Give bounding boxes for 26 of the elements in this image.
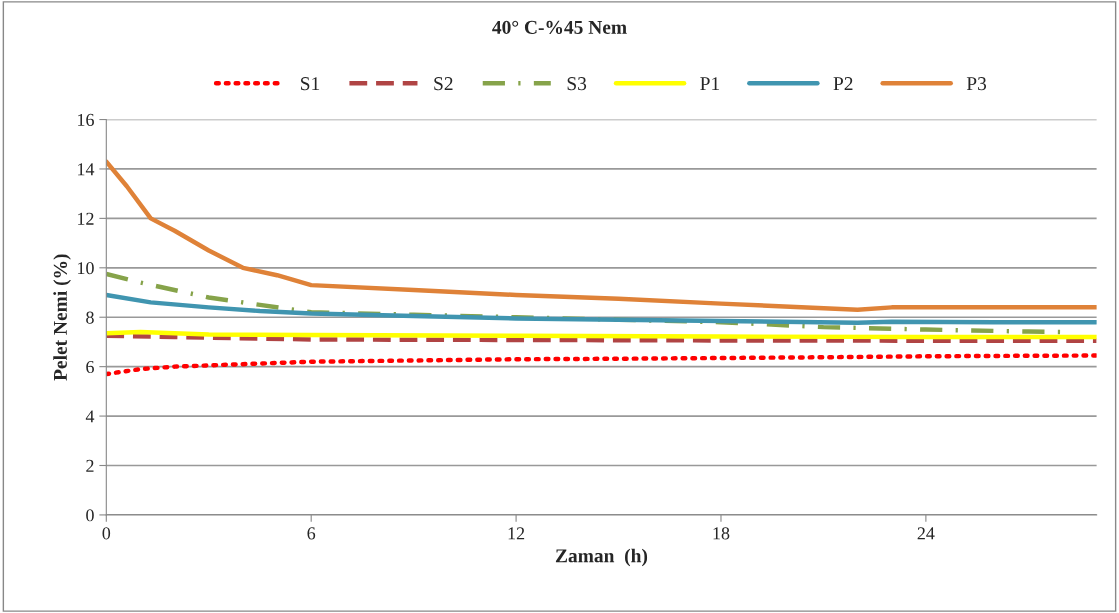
x-tick-label: 0 — [102, 527, 111, 540]
line-series — [106, 353, 1097, 377]
legend-label: P1 — [700, 77, 720, 90]
legend-label: S3 — [567, 77, 587, 91]
x-tick-label: 24 — [917, 527, 935, 540]
line-series — [106, 159, 1097, 313]
x-tick-label: 6 — [307, 527, 316, 540]
y-tick-label: 6 — [86, 360, 94, 374]
y-tick-label: 12 — [78, 212, 94, 225]
x-axis-title: Zaman (h) — [555, 548, 648, 567]
y-axis-title: Pelet Nemi (%) — [53, 254, 71, 381]
y-tick-label: 4 — [85, 410, 95, 423]
legend-label: P2 — [833, 77, 853, 90]
x-tick-label: 18 — [713, 527, 730, 540]
y-tick-label: 0 — [86, 509, 94, 522]
y-tick-label: 10 — [78, 262, 94, 275]
legend-label: S2 — [434, 77, 453, 91]
line-series — [106, 292, 1097, 325]
chart-title: 40° C-%45 Nem — [492, 20, 627, 34]
x-tick-label: 12 — [508, 527, 525, 540]
legend-label: P3 — [966, 77, 987, 91]
y-tick-label: 8 — [86, 311, 94, 324]
legend-label: S1 — [301, 77, 320, 91]
y-tick-label: 14 — [78, 163, 95, 176]
y-tick-label: 2 — [86, 459, 94, 472]
y-tick-label: 16 — [78, 113, 94, 126]
